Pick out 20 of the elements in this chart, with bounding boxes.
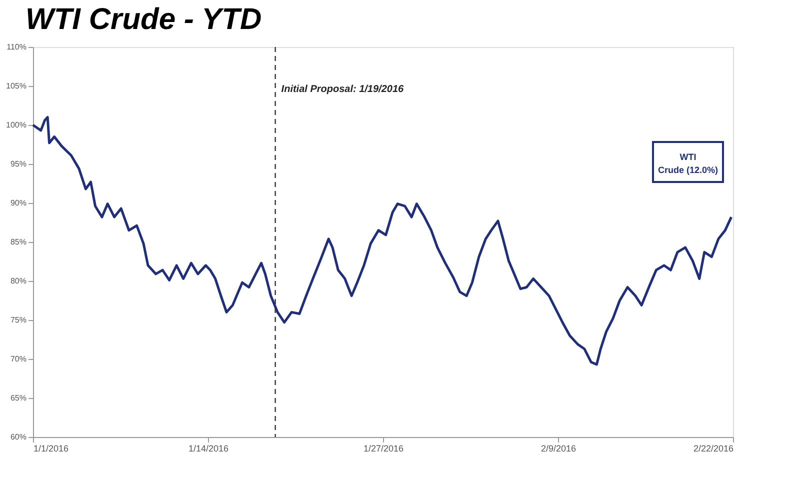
y-tick-label: 110%: [6, 42, 26, 52]
y-tick-label: 80%: [10, 276, 26, 286]
line-series: [32, 116, 733, 366]
x-tick-label: 1/1/2016: [34, 444, 69, 454]
chart-title: WTI Crude - YTD: [26, 3, 262, 36]
y-tick-label: 60%: [10, 432, 26, 442]
y-tick-label: 100%: [6, 120, 26, 130]
x-tick-label: 2/22/2016: [693, 444, 734, 454]
x-tick-label: 2/9/2016: [540, 444, 576, 454]
x-tick-label: 1/14/2016: [188, 444, 229, 454]
ref-line-label: Initial Proposal: 1/19/2016: [281, 84, 404, 95]
y-tick-label: 90%: [10, 198, 26, 208]
y-tick-label: 95%: [10, 160, 26, 168]
y-tick-label: 75%: [10, 316, 26, 324]
y-tick-label: 70%: [10, 354, 26, 364]
y-tick-label: 105%: [6, 82, 26, 90]
x-tick-label: 1/27/2016: [363, 444, 404, 454]
text: WTI Crude (12.0%): [658, 152, 718, 175]
y-tick-label: 85%: [10, 238, 26, 246]
y-tick-label: 65%: [10, 394, 26, 402]
